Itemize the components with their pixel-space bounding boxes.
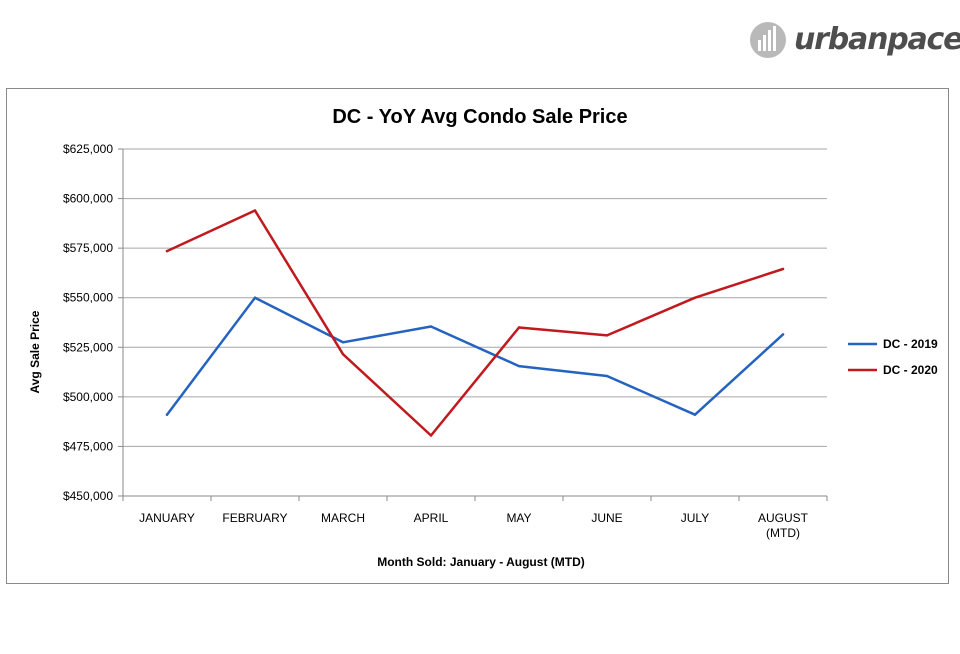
series-line-dc-2020 xyxy=(165,209,785,437)
x-tick-label: JANUARY xyxy=(139,511,195,525)
data-point xyxy=(517,364,521,368)
data-point xyxy=(605,334,609,337)
chart-title: DC - YoY Avg Condo Sale Price xyxy=(332,106,627,128)
x-tick-label: JULY xyxy=(681,511,709,525)
data-point xyxy=(517,326,521,329)
axes xyxy=(122,149,828,501)
y-axis-title: Avg Sale Price xyxy=(28,310,42,393)
data-point xyxy=(693,296,697,299)
series-lines xyxy=(165,209,785,437)
x-tick-label: MARCH xyxy=(321,511,365,525)
gridlines xyxy=(118,148,827,497)
data-point xyxy=(165,249,169,253)
legend-label: DC - 2019 xyxy=(883,337,938,351)
data-point xyxy=(429,325,433,328)
y-tick-label: $475,000 xyxy=(63,439,113,453)
urbanpace-logo: urbanpace xyxy=(748,18,960,66)
data-point xyxy=(781,333,785,336)
y-tick-label: $550,000 xyxy=(63,291,113,305)
data-point xyxy=(253,296,257,299)
chart-legend: DC - 2019 DC - 2020 xyxy=(848,337,938,377)
y-tick-label: $525,000 xyxy=(63,340,113,354)
y-tick-label: $450,000 xyxy=(63,489,113,503)
data-point xyxy=(341,341,345,344)
x-tick-label: APRIL xyxy=(414,511,449,525)
logo-wordmark: urbanpace xyxy=(794,22,960,57)
chart-container: DC - YoY Avg Condo Sale Price $450,000 $4… xyxy=(6,88,949,584)
y-tick-label: $575,000 xyxy=(63,241,113,255)
line-chart: DC - YoY Avg Condo Sale Price $450,000$4… xyxy=(28,106,938,569)
data-point xyxy=(165,413,169,416)
data-point xyxy=(253,209,257,212)
x-tick-label: FEBRUARY xyxy=(222,511,287,525)
logo-mark-icon xyxy=(750,22,786,58)
y-axis-tick-labels: $450,000 $475,000 $500,000 $525,000 $550,000… xyxy=(63,142,113,503)
y-tick-label: $500,000 xyxy=(63,390,113,404)
series-line-dc-2019 xyxy=(165,296,785,416)
x-tick-label: MAY xyxy=(506,511,531,525)
y-tick-label: $600,000 xyxy=(63,192,113,206)
data-point xyxy=(693,413,697,416)
x-tick-label: JUNE xyxy=(591,511,622,525)
x-axis-title: Month Sold: January - August (MTD) xyxy=(377,555,585,569)
data-point xyxy=(605,374,609,378)
data-point xyxy=(429,434,433,437)
data-point xyxy=(781,267,785,271)
legend-label: DC - 2020 xyxy=(883,363,938,377)
y-tick-label: $625,000 xyxy=(63,142,113,156)
x-axis-tick-labels: JANUARY FEBRUARY MARCH APRIL MAY JUNE JULY AUGU… xyxy=(139,511,809,540)
data-point xyxy=(341,353,345,356)
x-tick-label: AUGUST (MTD) xyxy=(758,511,809,540)
